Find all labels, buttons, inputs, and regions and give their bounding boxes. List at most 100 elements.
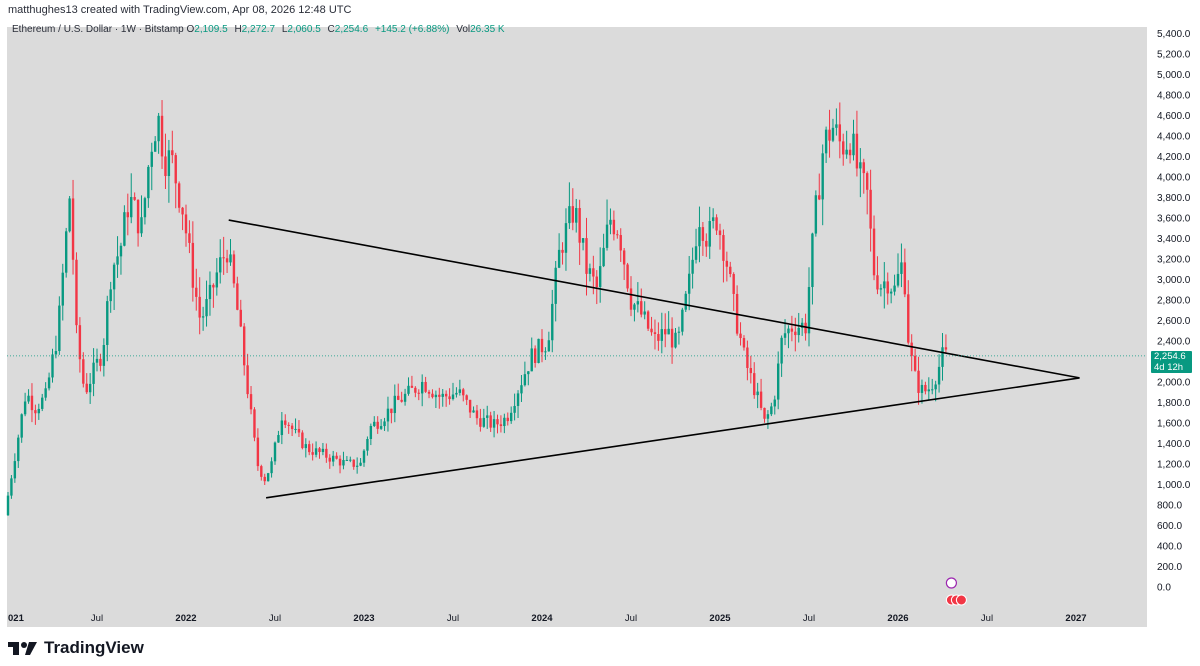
candle-body <box>472 410 475 413</box>
candle-body <box>444 393 448 397</box>
candle-body <box>195 287 198 297</box>
candle-body <box>739 333 742 339</box>
candle-body <box>219 257 222 273</box>
candle-body <box>455 392 458 395</box>
candle-body <box>123 212 126 246</box>
time-tick-label: Jul <box>981 613 993 624</box>
candle-body <box>373 421 376 426</box>
candle-body <box>896 273 900 286</box>
candle-body <box>68 198 71 232</box>
low-label: L <box>281 24 288 35</box>
price-tick-label: 200.0 <box>1157 562 1182 573</box>
candle-body <box>301 432 304 449</box>
candle-body <box>13 461 17 479</box>
candle-body <box>400 399 403 402</box>
price-tick-label: 4,600.0 <box>1157 111 1191 122</box>
candle-body <box>51 354 54 378</box>
low-value: 2,060.5 <box>287 24 321 35</box>
candle-body <box>290 425 294 430</box>
candle-body <box>414 387 417 393</box>
candle-body <box>6 495 10 516</box>
upper-trendline <box>228 219 1080 379</box>
candle-body <box>759 391 763 408</box>
candle-body <box>232 254 236 284</box>
candle-body <box>225 258 229 263</box>
candle-body <box>910 342 913 356</box>
candle-body <box>753 373 756 396</box>
symbol-legend[interactable]: Ethereum / U.S. Dollar · 1W · Bitstamp O… <box>12 24 509 35</box>
candle-body <box>85 383 88 393</box>
price-axis: 5,400.0 5,200.0 5,000.0 4,800.0 4,600.0 4,400… <box>1157 29 1191 594</box>
candle-body <box>239 309 242 327</box>
candle-body <box>116 256 119 265</box>
candle-body <box>242 326 246 366</box>
candle-body <box>249 394 253 410</box>
candle-body <box>831 127 835 141</box>
candle-body <box>92 362 95 384</box>
time-axis: 021 Jul 2022 Jul 2023 Jul 2024 Jul 2025 Jul 2026 Ju… <box>8 577 1087 624</box>
candle-body <box>325 448 328 458</box>
candle-body <box>150 151 153 167</box>
candle-body <box>595 276 598 288</box>
candle-body <box>47 377 51 389</box>
candle-body <box>708 221 711 247</box>
candle-body <box>277 435 280 443</box>
candle-body <box>540 338 544 353</box>
candle-body <box>763 407 766 419</box>
candle-body <box>171 150 174 156</box>
candle-body <box>386 408 390 422</box>
candle-body <box>629 288 633 310</box>
high-value: 2,272.7 <box>241 24 276 35</box>
candle-body <box>95 358 99 363</box>
open-label: O <box>186 24 195 35</box>
candle-body <box>407 385 410 394</box>
candle-body <box>927 389 931 392</box>
candle-body <box>506 417 509 422</box>
candle-body <box>181 207 184 215</box>
time-tick-label: 2022 <box>175 613 196 624</box>
candle-body <box>362 450 366 463</box>
candle-body <box>30 395 34 411</box>
candle-body <box>229 254 232 263</box>
candle-body <box>308 444 311 453</box>
candle-body <box>811 233 814 288</box>
candle-body <box>246 365 249 395</box>
candle-body <box>222 257 225 259</box>
candle-body <box>342 459 345 466</box>
candle-body <box>931 389 934 391</box>
candle-body <box>434 394 438 398</box>
candle-body <box>338 458 342 466</box>
candle-body <box>640 301 643 315</box>
candle-body <box>725 260 729 267</box>
candle-body <box>561 249 564 253</box>
candle-body <box>102 345 106 366</box>
candle-body <box>790 328 794 332</box>
candle-body <box>865 173 869 190</box>
attribution-header: matthughes13 created with TradingView.co… <box>8 4 351 16</box>
time-tick-label: 2026 <box>887 613 908 624</box>
price-tick-label: 2,400.0 <box>1157 337 1191 348</box>
bar-countdown: 4d 12h <box>1154 362 1184 373</box>
candle-body <box>516 393 520 406</box>
candle-body <box>328 457 331 462</box>
close-label: C <box>327 24 335 35</box>
change-value: +145.2 (+6.88%) <box>374 24 450 35</box>
candle-body <box>924 384 927 392</box>
high-label: H <box>234 24 242 35</box>
candle-body <box>280 420 284 436</box>
price-tick-label: 3,600.0 <box>1157 214 1191 225</box>
symbol-title[interactable]: Ethereum / U.S. Dollar · 1W · Bitstamp <box>12 24 184 35</box>
tradingview-brand[interactable]: TradingView <box>8 636 144 660</box>
candle-body <box>266 473 270 482</box>
candle-body <box>349 459 352 461</box>
candle-body <box>804 322 807 334</box>
candle-body <box>677 331 681 333</box>
event-marker-icon <box>945 577 958 589</box>
candle-body <box>691 259 694 274</box>
candle-body <box>201 316 205 318</box>
candle-body <box>588 268 592 274</box>
candle-body <box>10 478 13 496</box>
candle-body <box>701 227 705 241</box>
